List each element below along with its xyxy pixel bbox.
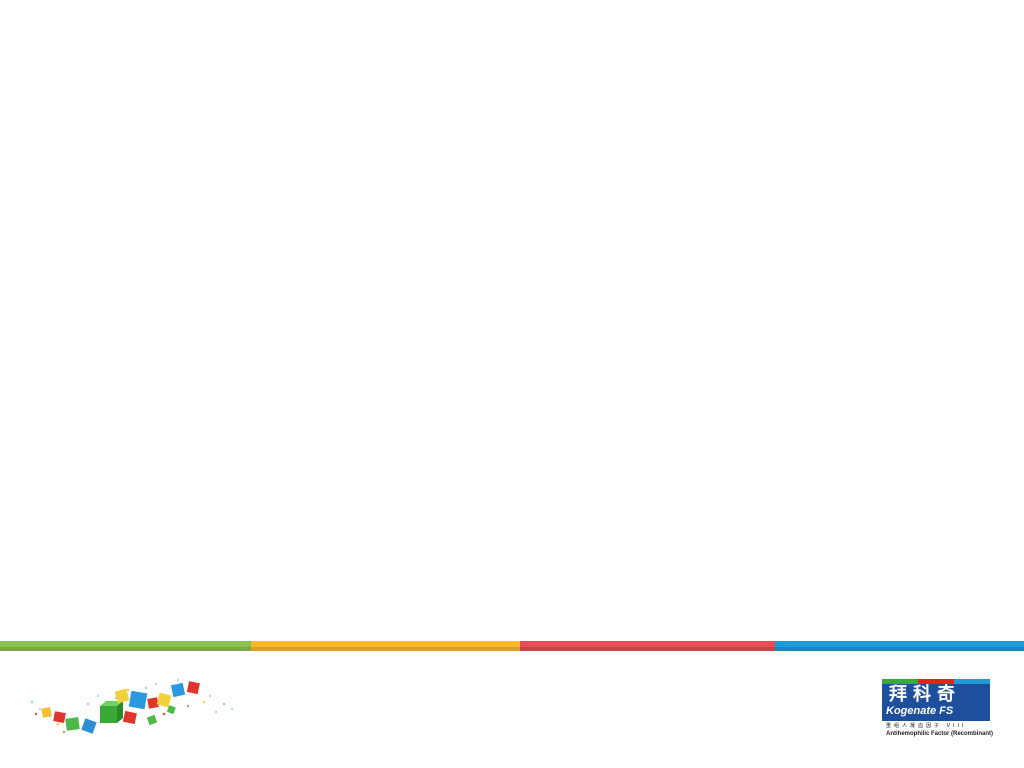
logo-brand-name: Kogenate FS [886, 705, 954, 717]
footer-stripe-blue [775, 641, 1024, 651]
logo-chinese-subtitle: 重组人凝血因子 VIII [886, 723, 967, 729]
logo-box: 拜科奇 Kogenate FS [882, 679, 990, 721]
colored-cubes-icon [30, 679, 233, 734]
logo-tab-blue [954, 679, 990, 684]
footer-stripe-yellow [251, 641, 520, 651]
logo-chinese-name: 拜科奇 [889, 684, 961, 705]
logo-english-subtitle: Antihemophilic Factor (Recombinant) [886, 731, 994, 737]
logo-tab-red [918, 679, 954, 684]
logo-tab-green [882, 679, 918, 684]
footer-stripe-green [0, 641, 251, 651]
slide-content-area [0, 0, 1024, 630]
footer-stripe-red [520, 641, 775, 651]
kogenate-fs-logo: 拜科奇 Kogenate FS 重组人凝血因子 VIII Antihemophi… [880, 679, 994, 741]
